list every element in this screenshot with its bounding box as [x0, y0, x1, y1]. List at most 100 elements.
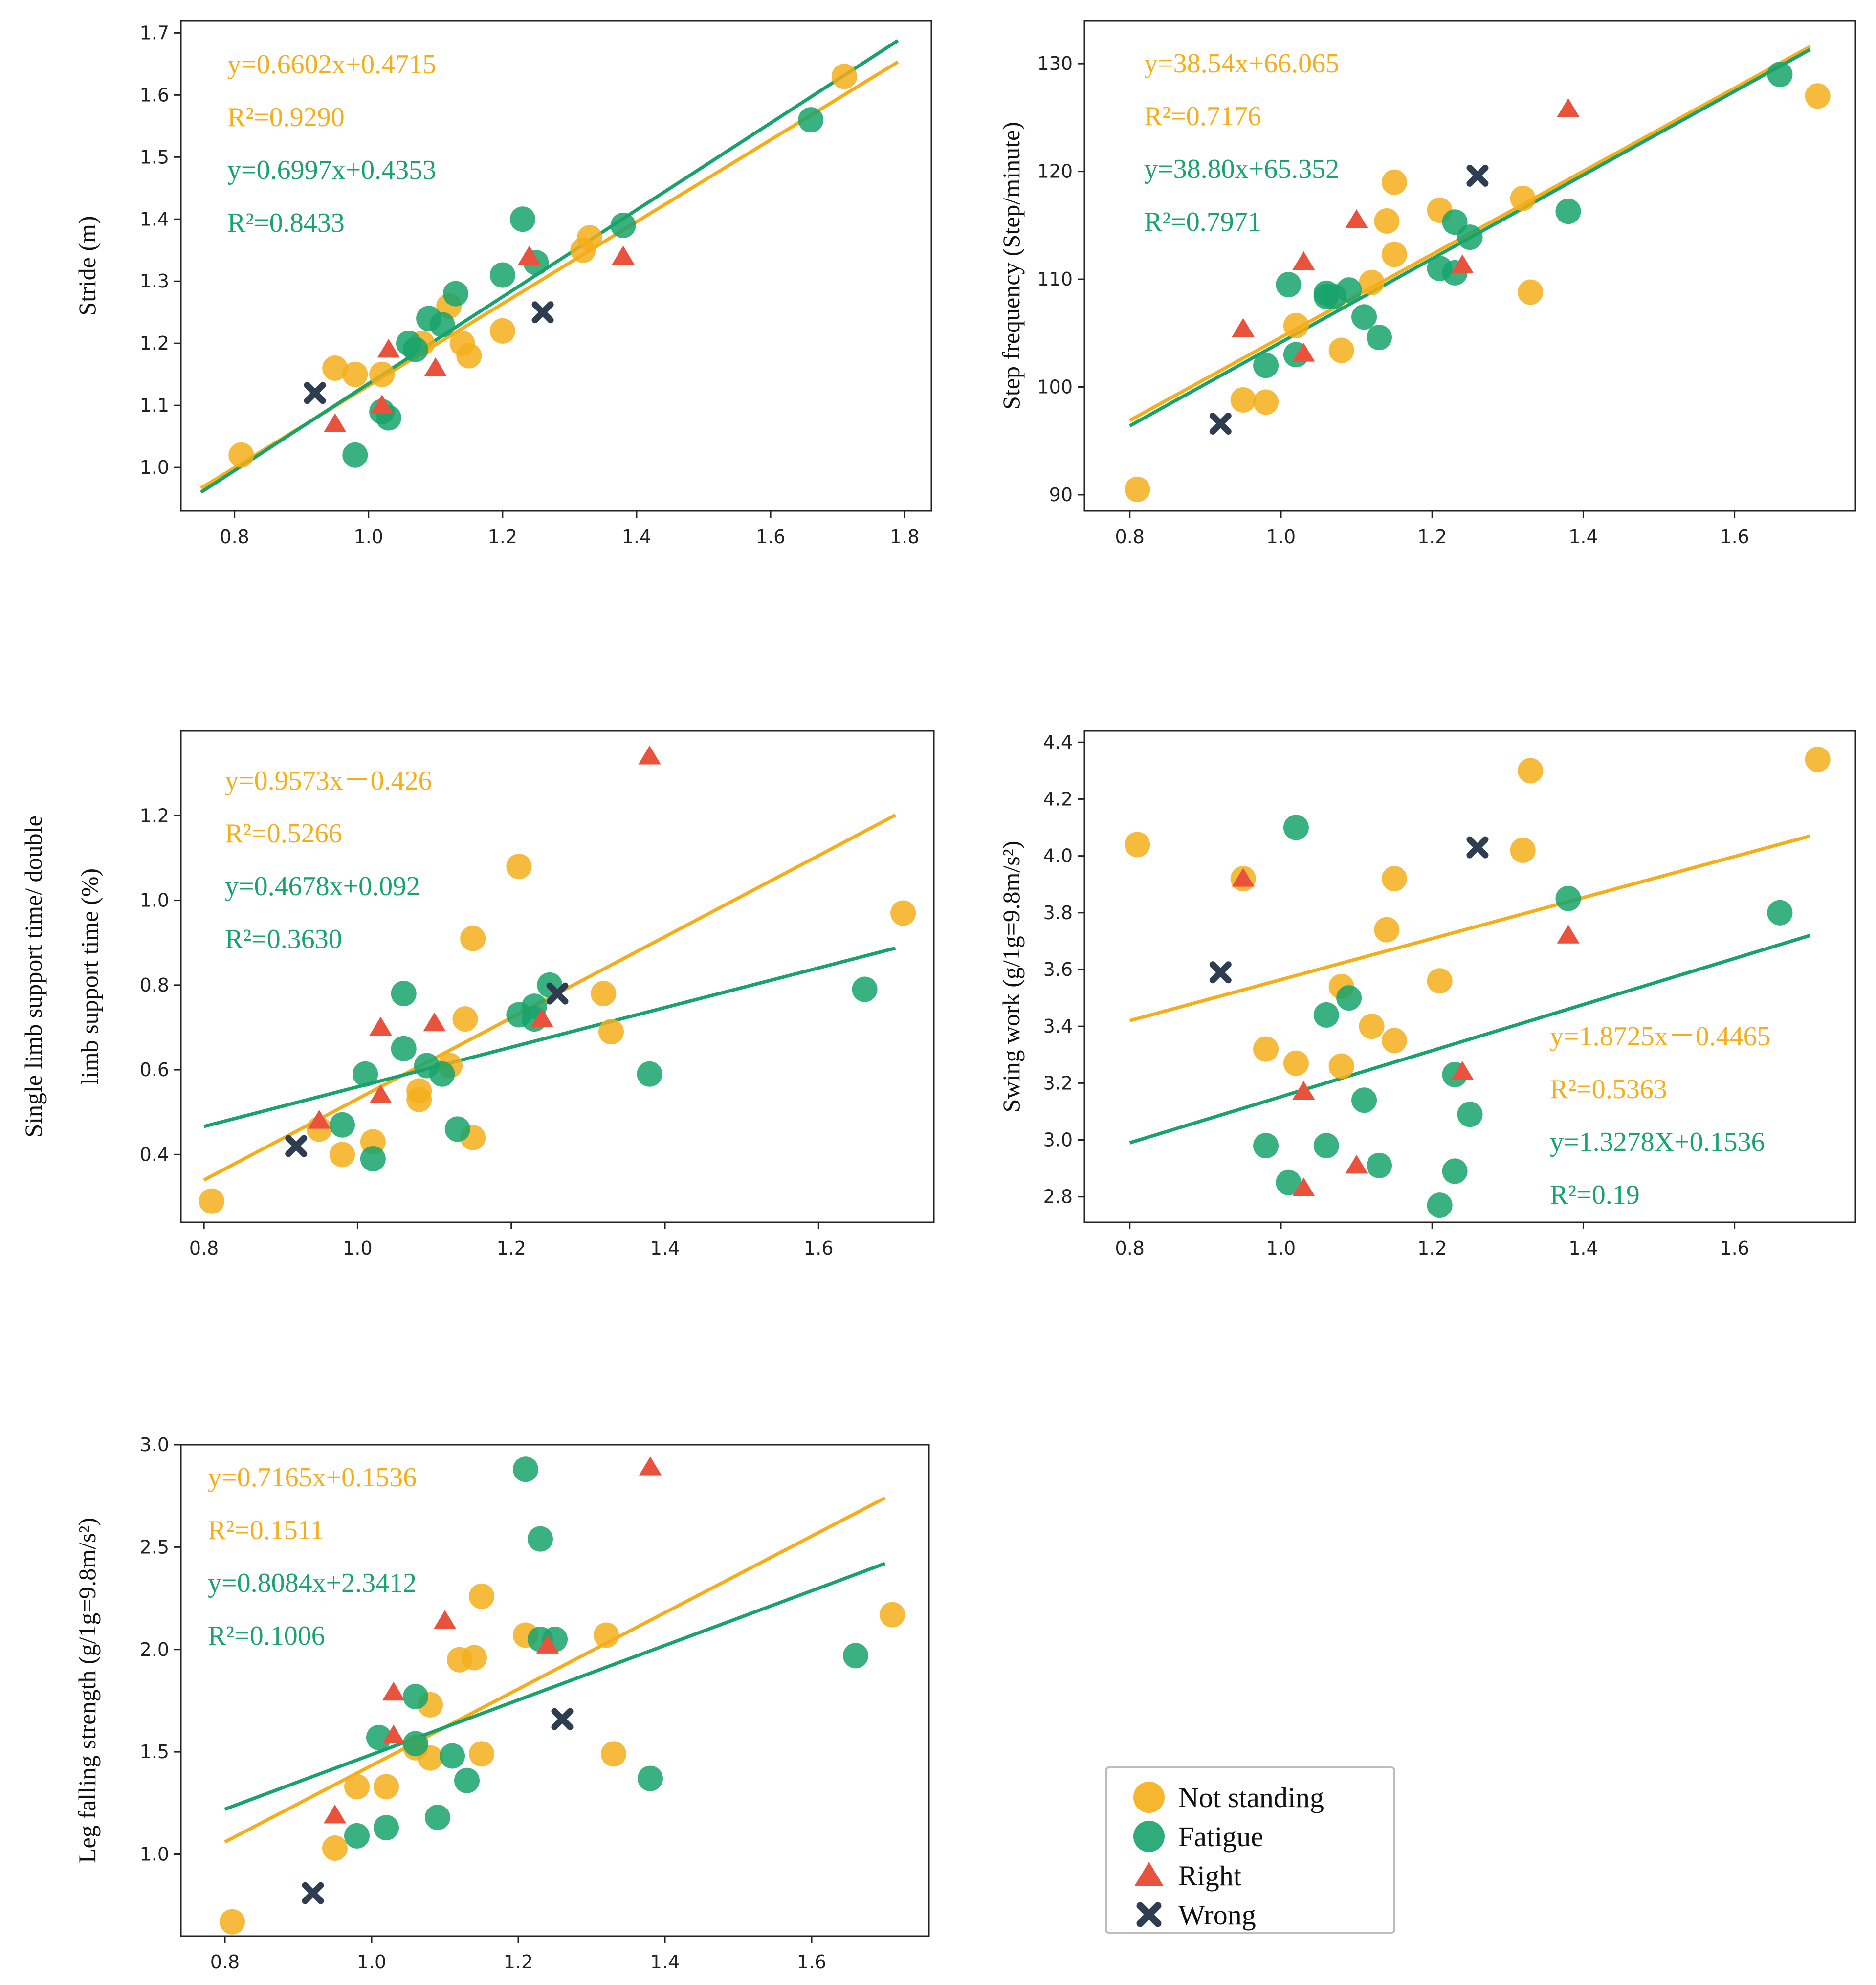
- chart-5-equation-1: R²=0.1511: [208, 1515, 324, 1545]
- chart-1-point-right-3: [424, 357, 447, 376]
- chart-2-point-not-standing-11: [1518, 279, 1544, 305]
- chart-1-xtick-label-4: 1.6: [756, 526, 785, 548]
- chart-4-point-not-standing-10: [1427, 968, 1453, 994]
- chart-3-xtick-label-1: 1.0: [343, 1237, 372, 1259]
- chart-3-ytick-label-2: 0.8: [140, 974, 169, 996]
- chart-4-point-fatigue-13: [1767, 900, 1793, 926]
- chart-5-point-fatigue-13: [843, 1643, 868, 1669]
- chart-5: 0.8 1.0 1.2 1.4 1.6 1.0 1.5 2.0 2.5 3.0 Leg fallin…: [73, 1434, 930, 1973]
- chart-4-equation-2: y=1.3278X+0.1536: [1550, 1127, 1765, 1157]
- chart-3-point-fatigue-2: [360, 1146, 386, 1172]
- chart-4-point-not-standing-5: [1328, 1053, 1354, 1079]
- chart-1-ytick-label-5: 1.5: [140, 146, 169, 168]
- chart-5-point-not-standing-8: [462, 1645, 487, 1671]
- chart-5-point-fatigue-12: [638, 1765, 663, 1791]
- chart-4-point-not-standing-9: [1381, 866, 1407, 892]
- chart-1-point-fatigue-8: [489, 262, 515, 288]
- chart-1-ytick-label-2: 1.2: [140, 332, 169, 354]
- chart-5-ytick-label-2: 2.0: [140, 1639, 169, 1660]
- chart-4-point-not-standing-3: [1283, 1050, 1309, 1076]
- chart-4-ytick-label-1: 3.0: [1043, 1129, 1073, 1151]
- chart-1-point-not-standing-0: [228, 442, 254, 468]
- chart-4-point-not-standing-0: [1125, 832, 1150, 858]
- chart-5-point-fatigue-7: [454, 1767, 480, 1793]
- chart-1-ytick-label-4: 1.4: [140, 208, 169, 230]
- charts-layer: 0.8 1.0 1.2 1.4 1.6 1.8 1.0 1.1 1.2 1.3 1.4 1.5 1.6 1…: [20, 20, 1856, 1973]
- legend: Not standing Fatigue Right Wrong: [1105, 1766, 1395, 1934]
- chart-4-xtick-label-0: 0.8: [1115, 1237, 1145, 1259]
- chart-5-point-fatigue-6: [440, 1743, 465, 1769]
- chart-2-point-fatigue-6: [1336, 277, 1362, 303]
- chart-3-point-right-1: [369, 1016, 392, 1036]
- chart-1-xtick-label-1: 1.0: [354, 526, 383, 548]
- chart-5-point-fatigue-5: [425, 1805, 450, 1831]
- chart-1-point-wrong-0: [304, 382, 326, 404]
- chart-2: 0.8 1.0 1.2 1.4 1.6 90 100 110 120 130 Step freque…: [997, 20, 1856, 548]
- chart-2-point-not-standing-10: [1510, 185, 1536, 211]
- legend-marker-fatigue: [1133, 1821, 1165, 1852]
- chart-3-point-fatigue-6: [429, 1061, 455, 1087]
- chart-1-point-fatigue-12: [798, 107, 824, 133]
- chart-4-point-fatigue-3: [1313, 1002, 1339, 1028]
- chart-4-point-fatigue-8: [1427, 1192, 1453, 1218]
- chart-1-ytick-label-3: 1.3: [140, 270, 169, 292]
- chart-4-fit-fatigue: [1129, 933, 1811, 1145]
- chart-5-point-not-standing-1: [322, 1835, 348, 1861]
- chart-2-point-fatigue-12: [1457, 224, 1483, 250]
- chart-5-ytick-label-0: 1.0: [140, 1844, 169, 1865]
- chart-3-point-fatigue-13: [852, 976, 878, 1002]
- chart-4-ytick-label-6: 4.0: [1043, 845, 1073, 867]
- chart-3-point-not-standing-7: [452, 1006, 478, 1032]
- chart-5-point-right-1: [382, 1681, 405, 1701]
- chart-1-equation-3: R²=0.8433: [227, 208, 345, 238]
- chart-4-point-right-2: [1292, 1177, 1315, 1196]
- chart-5-ytick-label-4: 3.0: [140, 1434, 169, 1456]
- chart-2-equation-3: R²=0.7971: [1144, 207, 1261, 237]
- chart-1-xtick-label-3: 1.4: [622, 526, 651, 548]
- chart-5-equation-2: y=0.8084x+2.3412: [208, 1568, 417, 1598]
- chart-4-point-not-standing-11: [1510, 837, 1536, 863]
- chart-3-point-right-4: [530, 1008, 553, 1027]
- chart-1-point-right-0: [324, 413, 347, 432]
- chart-2-ytick-label-1: 100: [1037, 376, 1073, 397]
- chart-3-equation-3: R²=0.3630: [225, 924, 342, 954]
- chart-1-point-fatigue-6: [429, 312, 455, 338]
- chart-5-point-right-4: [536, 1634, 559, 1654]
- chart-3-ytick-label-4: 1.2: [140, 805, 169, 826]
- chart-5-point-fatigue-2: [374, 1815, 399, 1841]
- chart-4-fit-not-standing: [1129, 834, 1811, 1022]
- chart-4-equation-3: R²=0.19: [1550, 1180, 1640, 1210]
- chart-4-point-right-4: [1451, 1061, 1474, 1080]
- chart-2-point-not-standing-1: [1230, 387, 1256, 413]
- chart-2-ytick-label-3: 120: [1037, 161, 1073, 182]
- chart-3-ytick-label-3: 1.0: [140, 890, 169, 911]
- chart-5-point-fatigue-8: [513, 1456, 538, 1482]
- legend-label-wrong: Wrong: [1178, 1899, 1256, 1931]
- chart-2-point-right-5: [1557, 98, 1580, 117]
- chart-5-point-right-2: [382, 1724, 405, 1744]
- chart-4-xtick-label-1: 1.0: [1266, 1237, 1296, 1259]
- chart-1-point-not-standing-11: [831, 64, 857, 89]
- chart-2-point-fatigue-13: [1555, 198, 1581, 224]
- chart-1-equation-0: y=0.6602x+0.4715: [227, 49, 436, 80]
- chart-5-ytick-label-3: 2.5: [140, 1536, 169, 1558]
- chart-5-xtick-label-3: 1.4: [650, 1951, 680, 1973]
- chart-3-point-not-standing-10: [506, 854, 532, 880]
- chart-2-point-right-3: [1345, 209, 1368, 228]
- chart-1-equation-1: R²=0.9290: [227, 102, 345, 132]
- chart-4-point-right-0: [1232, 868, 1255, 887]
- chart-4-point-fatigue-12: [1555, 885, 1581, 911]
- chart-4-point-right-3: [1345, 1154, 1368, 1174]
- chart-3-ylabel-1: limb support time (%): [76, 868, 103, 1085]
- chart-1-point-fatigue-4: [402, 336, 428, 362]
- chart-5-point-not-standing-3: [374, 1774, 399, 1800]
- chart-4-ytick-label-2: 3.2: [1043, 1072, 1073, 1094]
- chart-1-point-fatigue-0: [342, 442, 368, 468]
- chart-2-point-right-2: [1292, 343, 1315, 362]
- chart-3-xtick-label-0: 0.8: [189, 1237, 219, 1259]
- chart-3: 0.8 1.0 1.2 1.4 1.6 0.4 0.6 0.8 1.0 1.2 Single lim…: [20, 730, 935, 1259]
- chart-3-ytick-label-0: 0.4: [140, 1144, 169, 1165]
- legend-frame: [1105, 1766, 1395, 1934]
- chart-5-point-fatigue-4: [403, 1731, 428, 1757]
- chart-1-point-fatigue-9: [509, 206, 535, 232]
